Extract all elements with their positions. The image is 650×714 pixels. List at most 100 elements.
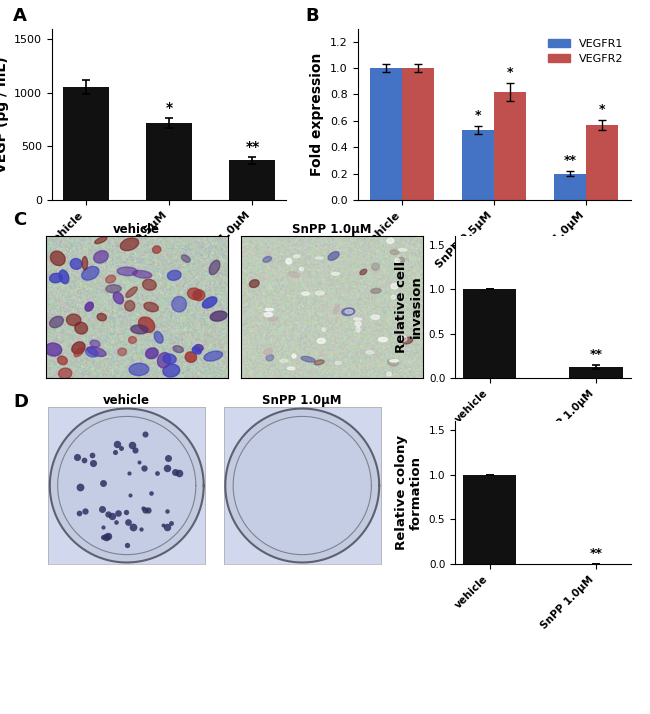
Point (98, 478, 109, 489)
Ellipse shape (391, 295, 396, 299)
Point (112, 438, 122, 449)
Ellipse shape (289, 271, 300, 277)
Ellipse shape (85, 302, 94, 311)
Point (162, 462, 173, 473)
Ellipse shape (97, 313, 107, 321)
Bar (402, 68, 434, 200)
Polygon shape (226, 408, 379, 563)
Y-axis label: Relative cell
invasion: Relative cell invasion (395, 261, 423, 353)
Ellipse shape (366, 351, 374, 353)
Ellipse shape (345, 310, 353, 313)
Ellipse shape (154, 331, 163, 343)
Ellipse shape (210, 311, 227, 321)
Ellipse shape (59, 270, 69, 283)
Ellipse shape (75, 322, 88, 334)
Point (129, 444, 140, 456)
Text: **: ** (590, 548, 603, 560)
Point (79, 455, 89, 466)
Title: vehicle: vehicle (113, 223, 160, 236)
Point (122, 539, 133, 550)
Ellipse shape (90, 340, 100, 348)
Ellipse shape (328, 251, 339, 261)
Ellipse shape (49, 273, 62, 283)
Point (103, 508, 113, 520)
Point (98, 521, 109, 533)
Ellipse shape (299, 268, 304, 271)
Ellipse shape (50, 251, 65, 266)
Ellipse shape (72, 342, 85, 354)
Ellipse shape (370, 288, 381, 293)
Ellipse shape (94, 251, 109, 263)
Ellipse shape (250, 280, 259, 288)
Point (125, 489, 135, 501)
Ellipse shape (66, 314, 81, 326)
Ellipse shape (49, 316, 64, 328)
Ellipse shape (142, 279, 156, 290)
Title: vehicle: vehicle (103, 394, 150, 407)
Ellipse shape (390, 360, 398, 362)
Ellipse shape (87, 347, 106, 356)
Ellipse shape (163, 364, 180, 377)
Ellipse shape (342, 308, 355, 316)
Ellipse shape (401, 336, 407, 341)
Point (139, 462, 150, 473)
Ellipse shape (263, 256, 272, 262)
Ellipse shape (192, 347, 202, 354)
Legend: VEGFR1, VEGFR2: VEGFR1, VEGFR2 (543, 34, 628, 69)
Ellipse shape (395, 258, 400, 263)
Point (157, 520, 168, 531)
Text: A: A (13, 7, 27, 26)
Ellipse shape (126, 287, 137, 298)
Point (98, 531, 108, 543)
Point (162, 521, 172, 533)
Ellipse shape (315, 291, 324, 295)
Ellipse shape (163, 354, 176, 364)
Ellipse shape (172, 296, 187, 312)
Text: **: ** (564, 154, 577, 167)
Ellipse shape (120, 238, 138, 251)
Bar (463, 289, 516, 378)
Point (140, 504, 150, 516)
Ellipse shape (70, 258, 82, 269)
Point (165, 518, 176, 529)
Y-axis label: Relative colony
formation: Relative colony formation (395, 435, 423, 550)
Ellipse shape (402, 337, 413, 344)
Ellipse shape (173, 346, 183, 353)
Ellipse shape (266, 355, 274, 361)
Ellipse shape (181, 255, 190, 262)
Point (80, 506, 90, 517)
Polygon shape (50, 408, 203, 563)
Ellipse shape (82, 266, 99, 280)
Ellipse shape (113, 292, 124, 304)
Point (124, 468, 134, 479)
Point (107, 510, 117, 521)
Point (140, 428, 150, 440)
Point (97, 503, 107, 514)
Point (136, 523, 146, 535)
Point (72, 452, 82, 463)
Ellipse shape (209, 260, 220, 275)
Text: D: D (13, 393, 28, 411)
Point (116, 442, 126, 453)
Title: SnPP 1.0μM: SnPP 1.0μM (292, 223, 371, 236)
Ellipse shape (202, 297, 217, 308)
Point (121, 506, 131, 518)
Point (127, 439, 137, 451)
Text: **: ** (245, 140, 259, 154)
Ellipse shape (264, 313, 272, 316)
Ellipse shape (371, 315, 380, 319)
Polygon shape (233, 416, 371, 555)
Bar (229, 161, 276, 200)
Title: SnPP 1.0μM: SnPP 1.0μM (263, 394, 342, 407)
Bar (62, 87, 109, 200)
Ellipse shape (194, 345, 203, 351)
Ellipse shape (286, 258, 291, 264)
Ellipse shape (105, 275, 116, 283)
Ellipse shape (131, 325, 148, 334)
Bar (146, 123, 192, 200)
Ellipse shape (387, 372, 391, 376)
Polygon shape (58, 416, 196, 555)
Ellipse shape (82, 256, 88, 270)
Ellipse shape (74, 348, 84, 357)
Point (123, 516, 133, 528)
